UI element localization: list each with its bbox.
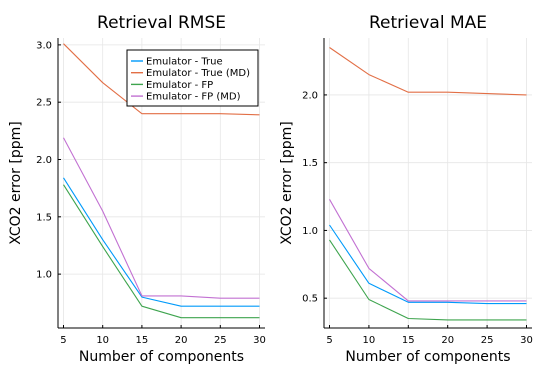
x-tick-label: 10 [96, 335, 109, 346]
x-tick-label: 15 [136, 335, 149, 346]
x-tick-label: 30 [520, 335, 533, 346]
x-tick-label: 20 [175, 335, 188, 346]
x-tick-label: 30 [253, 335, 266, 346]
y-axis-label: XCO2 error [ppm] [279, 121, 295, 244]
legend-entry: Emulator - FP [146, 80, 213, 91]
y-axis-label: XCO2 error [ppm] [8, 121, 24, 244]
y-tick-label: 1.0 [36, 270, 52, 281]
x-tick-label: 25 [481, 335, 494, 346]
series-line-2 [63, 184, 260, 319]
series-line-1 [63, 43, 260, 116]
x-tick-label: 15 [402, 335, 415, 346]
x-tick-label: 5 [326, 335, 332, 346]
series-line-2 [329, 239, 527, 321]
chart-title: Retrieval MAE [369, 13, 487, 33]
y-tick-label: 2.0 [36, 155, 52, 166]
x-tick-label: 5 [60, 335, 66, 346]
legend-entry: Emulator - FP (MD) [146, 92, 241, 103]
y-tick-label: 3.0 [36, 40, 52, 51]
chart-title: Retrieval RMSE [97, 13, 226, 33]
series-line-0 [63, 177, 260, 307]
y-tick-label: 0.5 [302, 294, 318, 305]
legend-entry: Emulator - True (MD) [146, 68, 250, 79]
x-axis-label: Number of components [345, 349, 510, 364]
y-tick-label: 2.0 [302, 90, 318, 101]
series-line-1 [329, 47, 527, 96]
legend-entry: Emulator - True [146, 57, 223, 68]
series-line-3 [63, 137, 260, 299]
y-tick-label: 1.0 [302, 226, 318, 237]
mae-panel: 5 10 15 20 25 30 0.5 1.0 1.5 2.0 Retrieval MAE Numb… [279, 13, 533, 365]
legend-box [126, 49, 259, 107]
x-tick-label: 20 [441, 335, 454, 346]
rmse-panel: 5 10 15 20 25 30 1.0 1.5 2.0 2.5 3.0 Retrieval RMSE… [8, 13, 266, 365]
series-line-3 [329, 199, 527, 302]
y-tick-label: 1.5 [302, 158, 318, 169]
y-tick-label: 1.5 [36, 212, 52, 223]
y-tick-label: 2.5 [36, 98, 52, 109]
x-tick-label: 25 [214, 335, 227, 346]
series-line-0 [329, 224, 527, 305]
x-axis-label: Number of components [79, 349, 244, 364]
x-tick-label: 10 [363, 335, 376, 346]
